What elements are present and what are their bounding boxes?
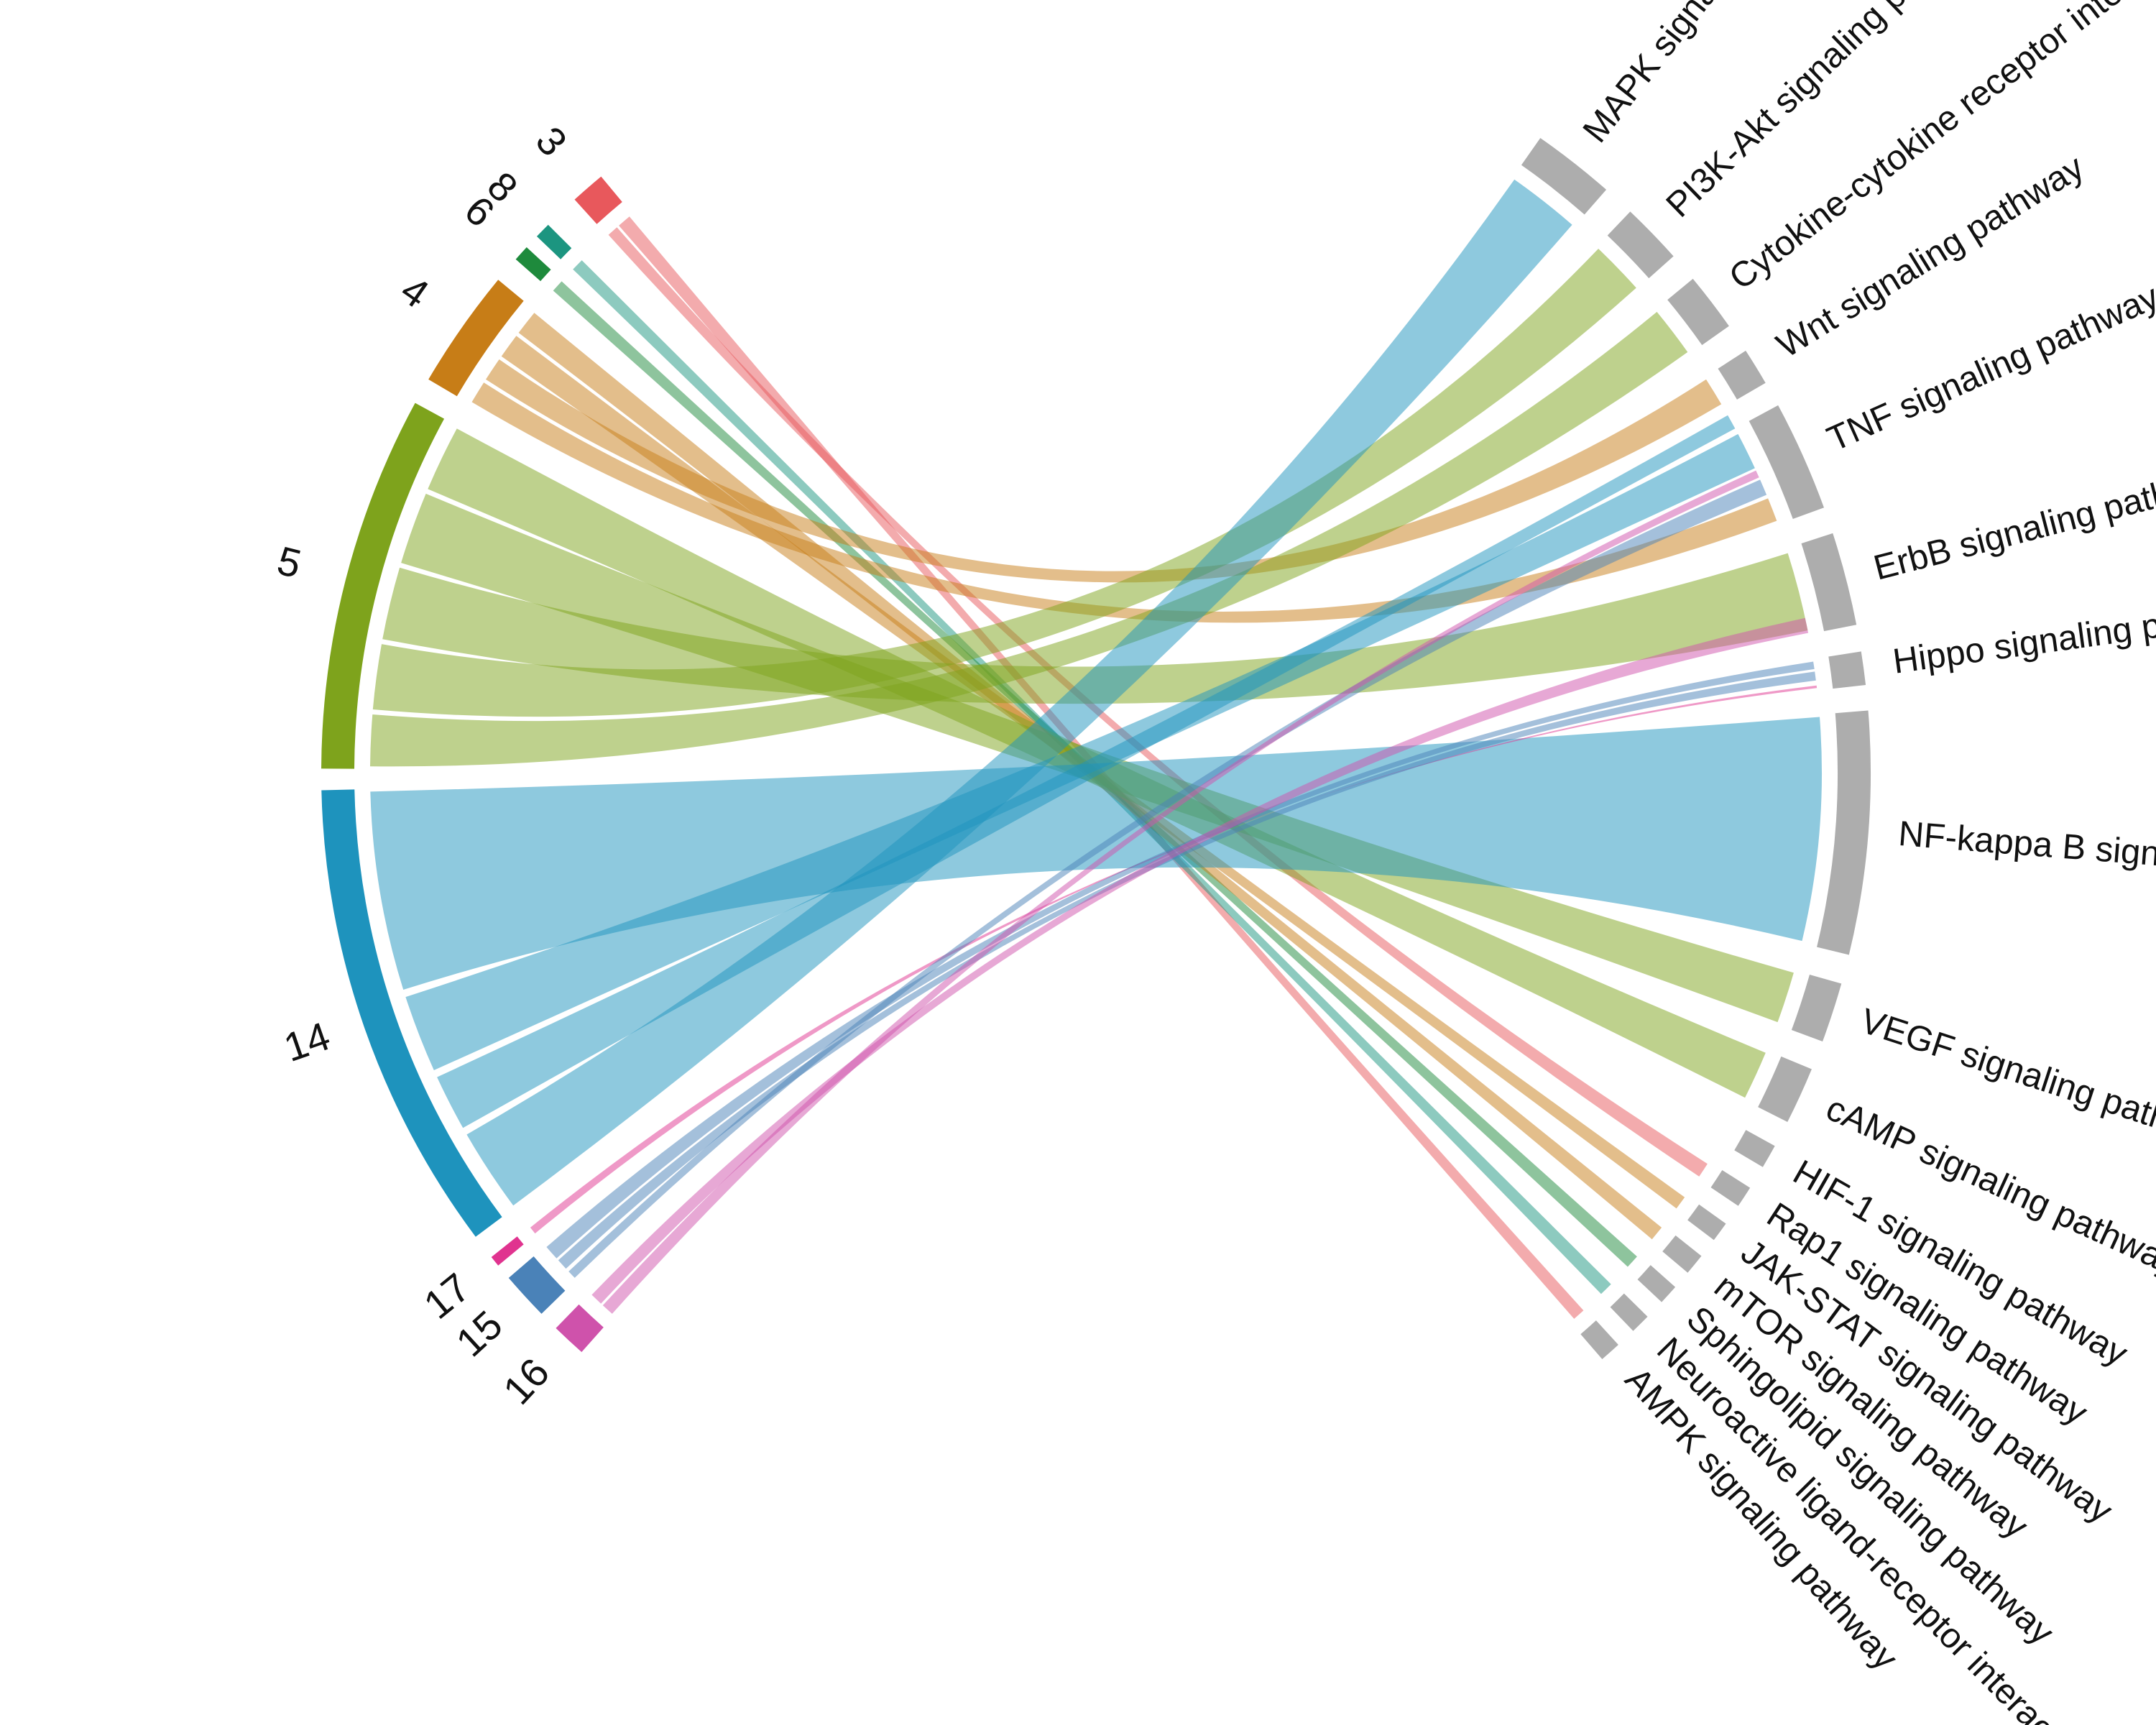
sector-cluster-4 xyxy=(428,280,524,397)
chord-links xyxy=(370,179,1822,1319)
sector-tnf-signaling-pathway xyxy=(1749,405,1824,520)
sector-mtor-signaling-pathway xyxy=(1662,1235,1702,1273)
left-sectors xyxy=(321,176,622,1353)
sector-sphingolipid-signaling-pathway xyxy=(1637,1265,1676,1302)
sector-cluster-5 xyxy=(321,402,445,769)
sector-rap1-signaling-pathway xyxy=(1710,1169,1751,1206)
pathway-label-hippo-signaling-pathway: Hippo signaling pathway xyxy=(1891,591,2156,681)
sector-hippo-signaling-pathway xyxy=(1828,651,1866,689)
sector-cluster-6 xyxy=(515,247,551,282)
sector-cluster-3 xyxy=(574,176,622,224)
chord-link-5-to-pi3k-akt-signaling-pathway xyxy=(372,249,1636,717)
sector-camp-signaling-pathway xyxy=(1758,1056,1812,1123)
sector-cluster-17 xyxy=(491,1236,524,1266)
pathway-label-nf-kappa-b-signaling-pathway: NF-kappa B signaling pathway xyxy=(1897,814,2156,891)
chord-link-14-to-mapk-signaling-pathway xyxy=(466,179,1572,1206)
sector-cluster-16 xyxy=(556,1304,604,1353)
sector-cytokine-cytokine-receptor-interaction xyxy=(1667,278,1729,346)
sector-cluster-14 xyxy=(321,789,502,1237)
sector-jak-stat-signaling-pathway xyxy=(1687,1204,1726,1241)
sector-nf-kappa-b-signaling-pathway xyxy=(1817,710,1871,955)
sector-mapk-signaling-pathway xyxy=(1521,137,1607,215)
cluster-label-3: 3 xyxy=(528,118,576,165)
cluster-label-4: 4 xyxy=(393,267,438,316)
sector-cluster-15 xyxy=(508,1256,566,1314)
sector-hif-1-signaling-pathway xyxy=(1734,1130,1775,1167)
pathway-label-erbb-signaling-pathway: ErbB signaling pathway xyxy=(1870,458,2156,588)
sector-vegf-signaling-pathway xyxy=(1791,974,1842,1041)
sector-erbb-signaling-pathway xyxy=(1801,533,1857,632)
cluster-label-14: 14 xyxy=(278,1013,335,1070)
chord-link-5-to-erbb-signaling-pathway xyxy=(382,553,1808,704)
right-sectors xyxy=(1521,137,1871,1360)
cluster-label-5: 5 xyxy=(273,538,306,587)
sector-wnt-signaling-pathway xyxy=(1718,350,1766,400)
sector-ampk-signaling-pathway xyxy=(1580,1320,1618,1360)
cluster-label-16: 16 xyxy=(494,1349,558,1413)
chord-link-5-to-cytokine-cytokine-receptor-interaction xyxy=(370,311,1688,767)
chord-link-4-to-wnt-signaling-pathway xyxy=(486,359,1722,583)
chord-link-14-to-tnf-signaling-pathway xyxy=(405,433,1755,1070)
sector-neuroactive-ligand-receptor-interaction xyxy=(1610,1293,1648,1331)
sector-pi3k-akt-signaling-pathway xyxy=(1607,211,1674,279)
sector-cluster-8 xyxy=(536,224,572,259)
